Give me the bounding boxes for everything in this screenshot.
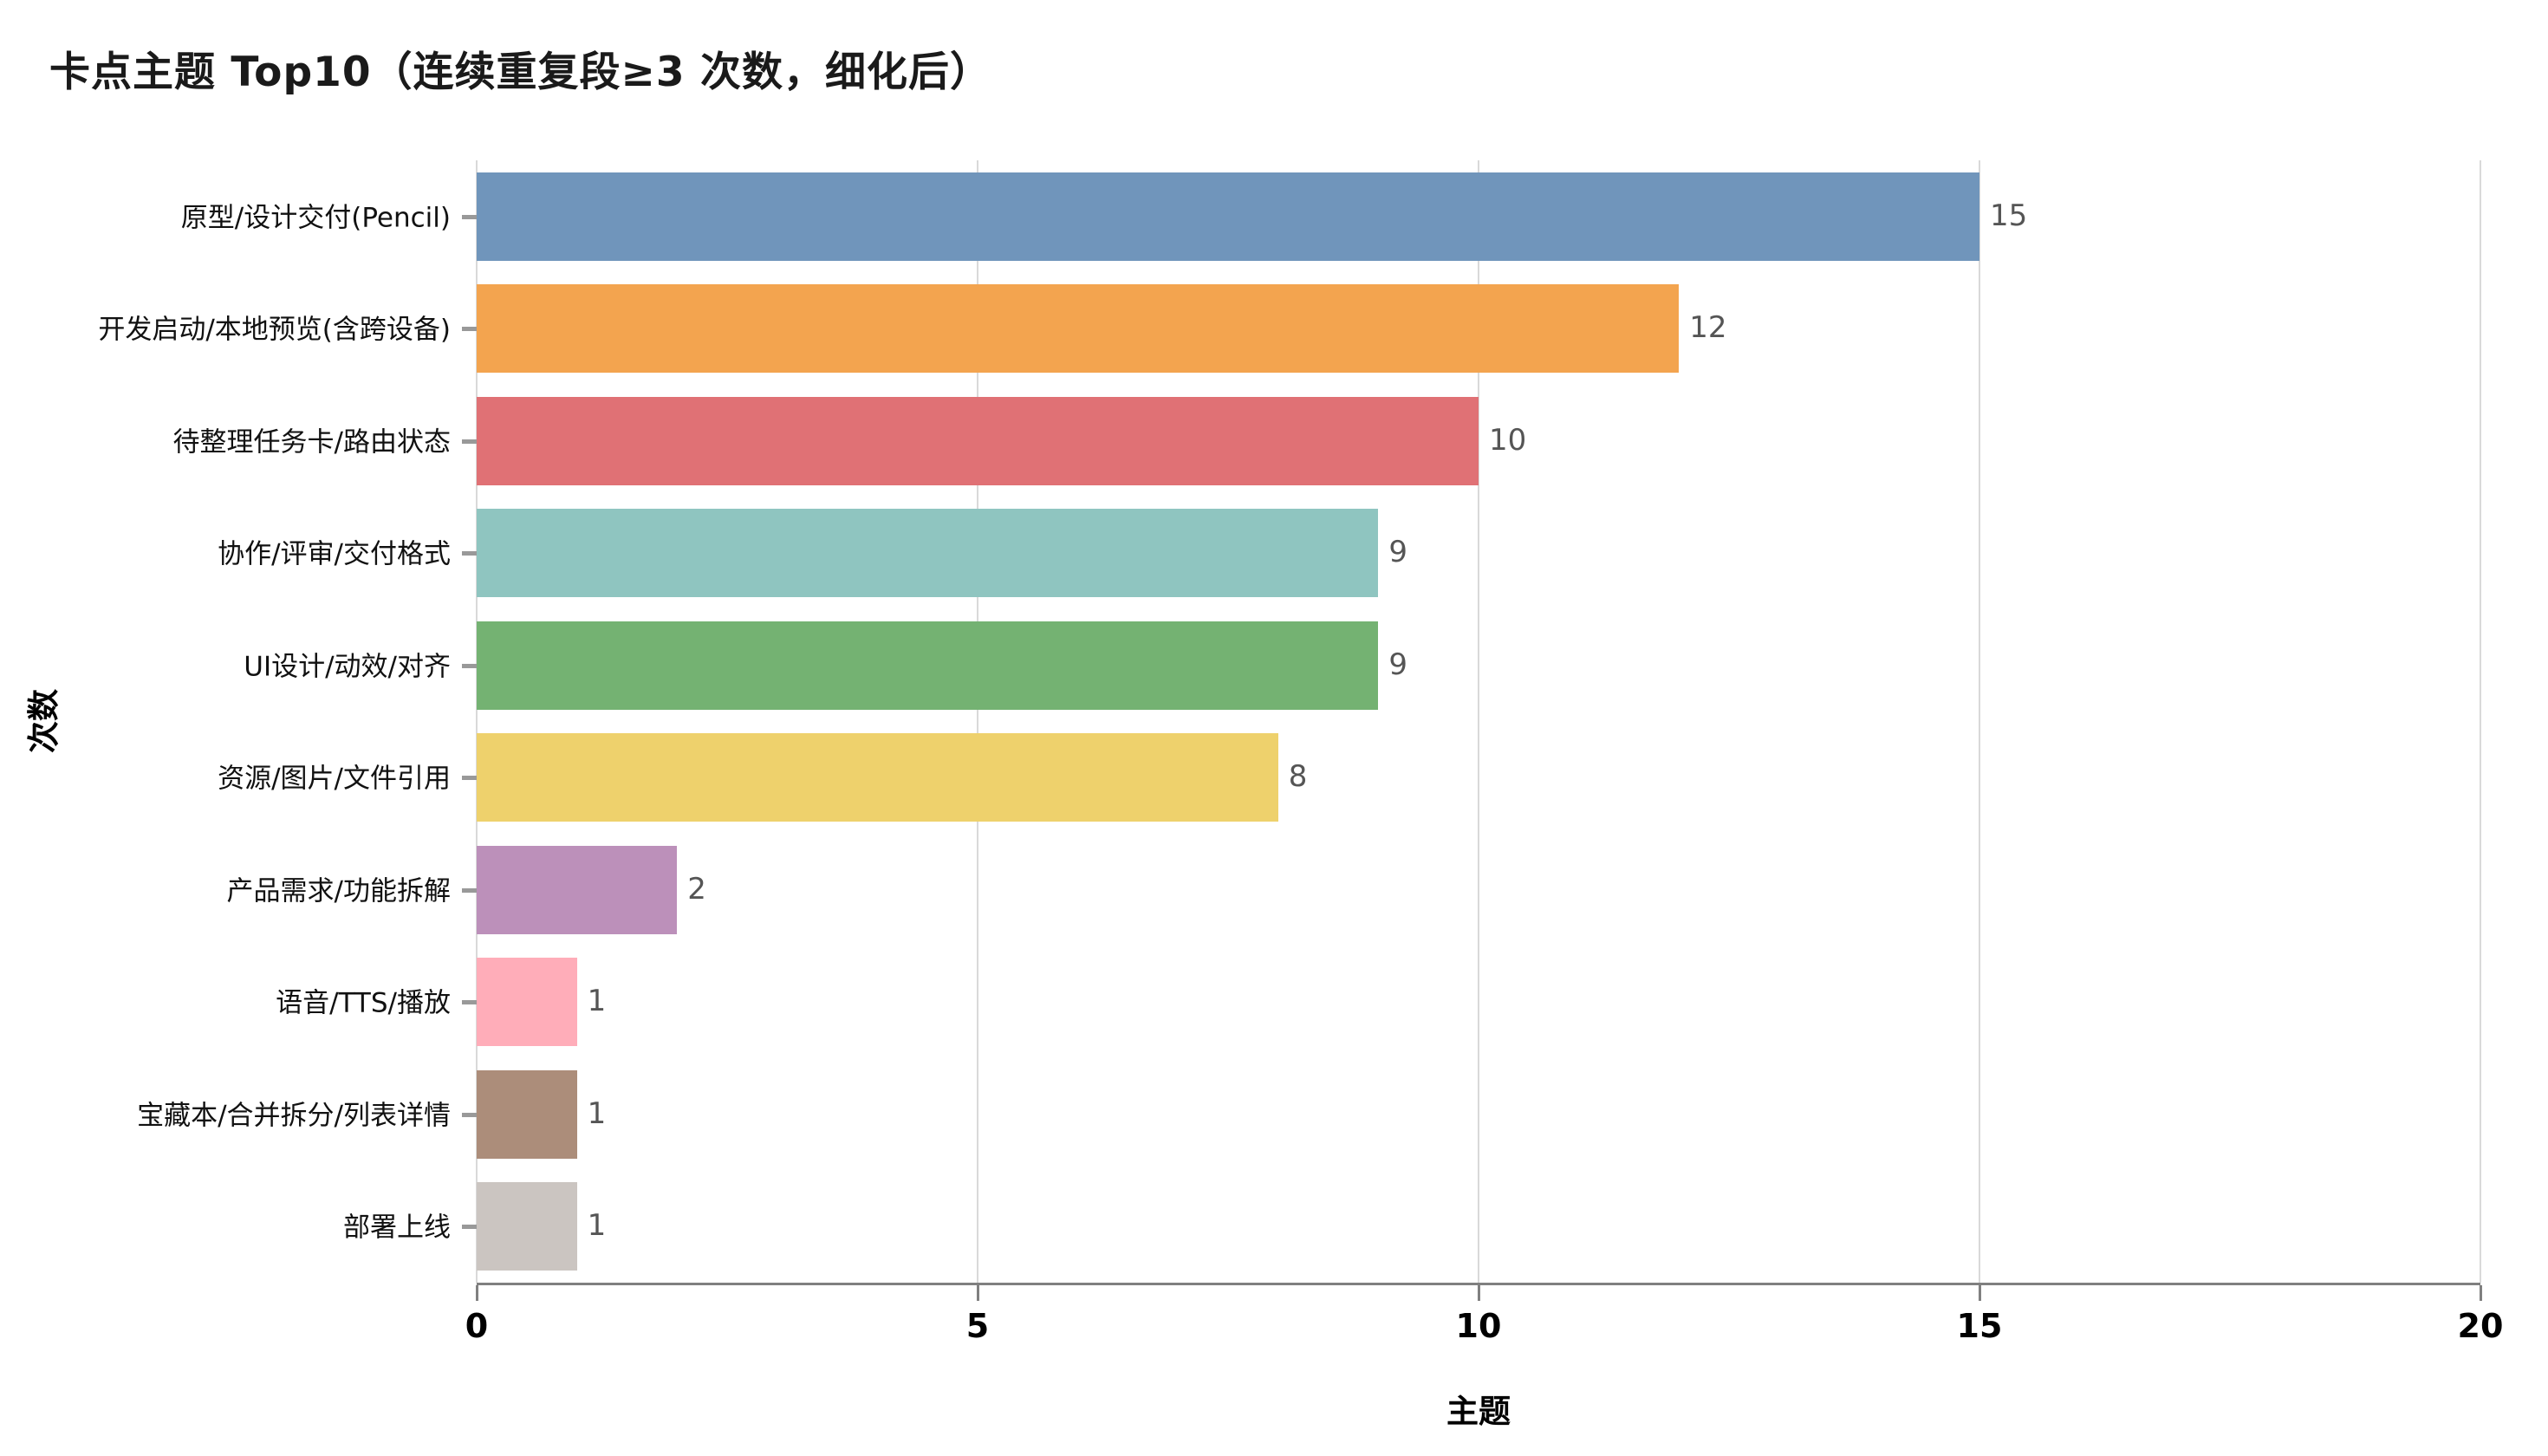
gridline-x-15 bbox=[1979, 160, 1980, 1283]
x-tick-label-0: 0 bbox=[465, 1307, 489, 1345]
bar-row-1: 原型/设计交付(Pencil) 15 bbox=[181, 160, 2480, 273]
category-label: 部署上线 bbox=[343, 1212, 451, 1244]
x-tick-mark-5 bbox=[977, 1285, 979, 1301]
value-label: 1 bbox=[587, 1208, 607, 1244]
category-label: 待整理任务卡/路由状态 bbox=[172, 426, 451, 458]
gridline-x-20 bbox=[2480, 160, 2481, 1283]
bar bbox=[477, 396, 1479, 485]
gridline-x-0 bbox=[476, 160, 478, 1283]
category-label: 协作/评审/交付格式 bbox=[218, 538, 451, 570]
value-label: 12 bbox=[1689, 310, 1727, 346]
plot-area: 原型/设计交付(Pencil) 15 开发启动/本地预览(含跨设备) 12 待整理任务卡… bbox=[98, 160, 2503, 1430]
value-label: 10 bbox=[1489, 422, 1527, 458]
bar bbox=[477, 733, 1278, 822]
bar-row-2: 开发启动/本地预览(含跨设备) 12 bbox=[98, 273, 2480, 386]
bar-row-5: UI设计/动效/对齐 9 bbox=[244, 609, 2480, 722]
category-label: 产品需求/功能拆解 bbox=[226, 875, 451, 907]
bar-row-8: 语音/TTS/播放 1 bbox=[276, 946, 2480, 1059]
chart-title: 卡点主题 Top10（连续重复段≥3 次数，细化后） bbox=[49, 49, 991, 96]
bar bbox=[477, 1182, 577, 1271]
category-label: 原型/设计交付(Pencil) bbox=[180, 202, 451, 234]
y-tick-mark bbox=[462, 1225, 477, 1230]
bar-row-7: 产品需求/功能拆解 2 bbox=[227, 834, 2480, 946]
x-tick-label-10: 10 bbox=[1455, 1307, 1502, 1345]
bar-row-10: 部署上线 1 bbox=[343, 1171, 2480, 1284]
x-tick-label-5: 5 bbox=[965, 1307, 990, 1345]
category-label: 开发启动/本地预览(含跨设备) bbox=[98, 314, 451, 346]
bar bbox=[477, 509, 1379, 598]
bar bbox=[477, 621, 1379, 710]
y-tick-mark bbox=[462, 776, 477, 781]
x-tick-mark-20 bbox=[2480, 1285, 2482, 1301]
x-tick-label-15: 15 bbox=[1956, 1307, 2003, 1345]
y-tick-mark bbox=[462, 214, 477, 219]
bar bbox=[477, 172, 1979, 261]
y-tick-mark bbox=[462, 551, 477, 556]
bar bbox=[477, 1069, 577, 1159]
y-axis-title: 次数 bbox=[25, 689, 62, 753]
y-tick-mark bbox=[462, 439, 477, 444]
bar bbox=[477, 284, 1680, 374]
bar bbox=[477, 845, 678, 934]
category-label: 语音/TTS/播放 bbox=[276, 987, 451, 1019]
x-axis-title: 主题 bbox=[1446, 1393, 1511, 1430]
value-label: 9 bbox=[1388, 647, 1408, 682]
y-tick-mark bbox=[462, 663, 477, 668]
category-label: UI设计/动效/对齐 bbox=[244, 651, 451, 683]
value-label: 1 bbox=[587, 1095, 607, 1131]
x-tick-label-20: 20 bbox=[2457, 1307, 2504, 1345]
x-tick-mark-0 bbox=[476, 1285, 478, 1301]
bar-row-6: 资源/图片/文件引用 8 bbox=[218, 722, 2480, 835]
value-label: 8 bbox=[1288, 759, 1308, 795]
gridline-x-10 bbox=[1478, 160, 1479, 1283]
value-label: 15 bbox=[1990, 198, 2028, 233]
gridline-x-5 bbox=[977, 160, 978, 1283]
bar-row-4: 协作/评审/交付格式 9 bbox=[218, 497, 2480, 610]
bar-row-9: 宝藏本/合并拆分/列表详情 1 bbox=[137, 1058, 2480, 1171]
category-label: 资源/图片/文件引用 bbox=[218, 763, 451, 795]
value-label: 1 bbox=[587, 984, 607, 1019]
bar bbox=[477, 958, 577, 1047]
y-tick-mark bbox=[462, 1112, 477, 1117]
bar-row-3: 待整理任务卡/路由状态 10 bbox=[173, 385, 2480, 497]
value-label: 9 bbox=[1388, 535, 1408, 570]
x-tick-mark-15 bbox=[1979, 1285, 1981, 1301]
y-tick-mark bbox=[462, 1000, 477, 1005]
y-tick-mark bbox=[462, 327, 477, 332]
category-label: 宝藏本/合并拆分/列表详情 bbox=[137, 1100, 451, 1132]
value-label: 2 bbox=[687, 871, 706, 907]
x-tick-mark-10 bbox=[1478, 1285, 1480, 1301]
y-tick-mark bbox=[462, 887, 477, 893]
